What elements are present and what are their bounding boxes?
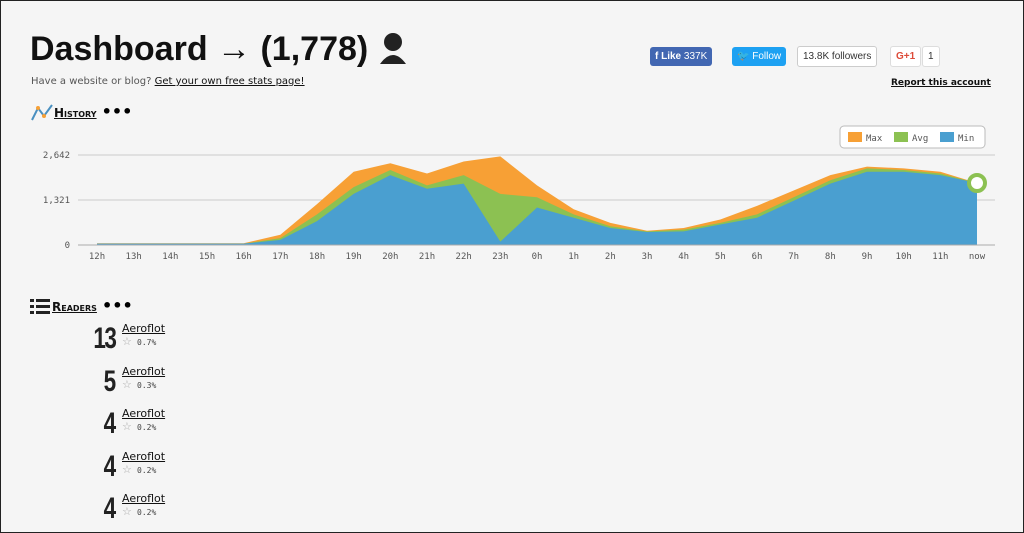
chart: 0 1,321 2,642 12h 13h 14h 15h 16h 17h 18h 19h 20h 21… [43, 125, 995, 262]
like-button[interactable]: f Like 337K [650, 47, 713, 66]
x-tick-label: 10h [896, 252, 912, 262]
x-tick-label: 23h [492, 252, 508, 262]
reader-name[interactable]: Aeroflot [122, 407, 166, 420]
legend-swatch [894, 132, 908, 142]
report-link[interactable]: Report this account [891, 78, 991, 88]
x-tick-label: now [969, 252, 986, 262]
legend-swatch [848, 132, 862, 142]
reader-row: 5 Aeroflot ☆ 0.3% [95, 365, 295, 405]
x-tick-label: 3h [642, 252, 653, 262]
x-tick-label: 18h [309, 252, 325, 262]
like-count: 337K [683, 51, 708, 62]
history-icon [31, 104, 53, 121]
reader-share: 0.2% [137, 423, 157, 432]
readers-icon [30, 299, 50, 314]
reader-share: 0.2% [137, 508, 157, 517]
x-tick-label: 1h [568, 252, 579, 262]
reader-name[interactable]: Aeroflot [122, 449, 166, 463]
x-tick-label: 14h [162, 252, 178, 262]
x-tick-label: 2h [605, 252, 616, 262]
gplus-count: 1 [922, 46, 940, 67]
x-tick-label: 21h [419, 252, 435, 262]
x-tick-label: 4h [678, 252, 689, 262]
x-tick-label: 8h [825, 252, 836, 262]
reader-name[interactable]: Aeroflot [122, 364, 166, 378]
reader-count: 4 [103, 407, 116, 440]
y-tick-label: 0 [65, 241, 70, 251]
stats-link[interactable]: Get your own free stats page! [154, 76, 305, 87]
reader-count: 4 [103, 492, 116, 525]
reader-row: 4 Aeroflot ☆ 0.2% [95, 492, 295, 532]
legend-label: Max [866, 134, 883, 144]
legend-label: Avg [912, 134, 928, 144]
x-tick-label: 5h [715, 252, 726, 262]
x-tick-label: 19h [346, 252, 362, 262]
star-icon: ☆ [122, 462, 132, 476]
area [97, 171, 977, 245]
star-icon: ☆ [122, 505, 132, 518]
reader-row: 4 Aeroflot ☆ 0.2% [95, 407, 295, 447]
gplus-button[interactable]: G+1 [890, 46, 922, 67]
x-tick-label: 11h [932, 252, 948, 262]
legend-box [839, 125, 986, 149]
x-tick-label: 16h [236, 252, 252, 262]
reader-count: 5 [103, 364, 116, 398]
y-tick-label: 1,321 [43, 196, 70, 206]
follow-text: Follow [752, 51, 782, 62]
legend: Max Avg Min [839, 125, 986, 149]
avatar [379, 33, 406, 64]
subtitle: Have a website or blog? Get your own fre… [31, 76, 305, 87]
title: Dashboard → (1,778) [30, 30, 408, 69]
history-header: History ••• [30, 102, 132, 122]
x-tick-label: 6h [752, 252, 763, 262]
x-tick-label: 20h [382, 252, 398, 262]
title-text: Dashboard → (1,778) [30, 30, 369, 68]
legend-label: Min [958, 134, 974, 144]
now-marker [967, 173, 987, 194]
reader-row: 4 Aeroflot ☆ 0.2% [95, 450, 295, 490]
reader-share: 0.7% [137, 338, 157, 347]
history-title: History [54, 106, 97, 120]
reader-count: 13 [92, 322, 117, 355]
star-icon: ☆ [122, 420, 132, 433]
reader-share: 0.2% [137, 465, 157, 475]
reader-name[interactable]: Aeroflot [122, 492, 166, 505]
reader-share: 0.3% [137, 380, 157, 390]
x-tick-label: 17h [272, 252, 288, 262]
x-tick-label: 0h [532, 252, 543, 262]
star-icon: ☆ [122, 335, 132, 348]
legend-swatch [940, 132, 954, 142]
followers-count: 13.8K followers [797, 46, 878, 67]
like-text: Like [661, 51, 682, 62]
x-tick-label: 15h [199, 252, 215, 262]
star-icon: ☆ [122, 377, 132, 391]
reader-row: 13 Aeroflot ☆ 0.7% [92, 322, 295, 362]
readers-title: Readers [52, 300, 97, 314]
x-tick-label: 9h [862, 252, 873, 262]
reader-count: 4 [103, 449, 116, 483]
x-tick-label: 13h [126, 252, 142, 262]
reader-name[interactable]: Aeroflot [122, 322, 166, 335]
subtitle-text: Have a website or blog? [31, 76, 152, 87]
x-tick-label: 12h [89, 252, 105, 262]
x-tick-label: 22h [456, 252, 472, 262]
follow-button[interactable]: 🐦 Follow [732, 47, 787, 66]
x-tick-label: 7h [788, 252, 799, 262]
readers-header: Readers ••• [30, 296, 133, 315]
y-tick-label: 2,642 [43, 151, 70, 161]
